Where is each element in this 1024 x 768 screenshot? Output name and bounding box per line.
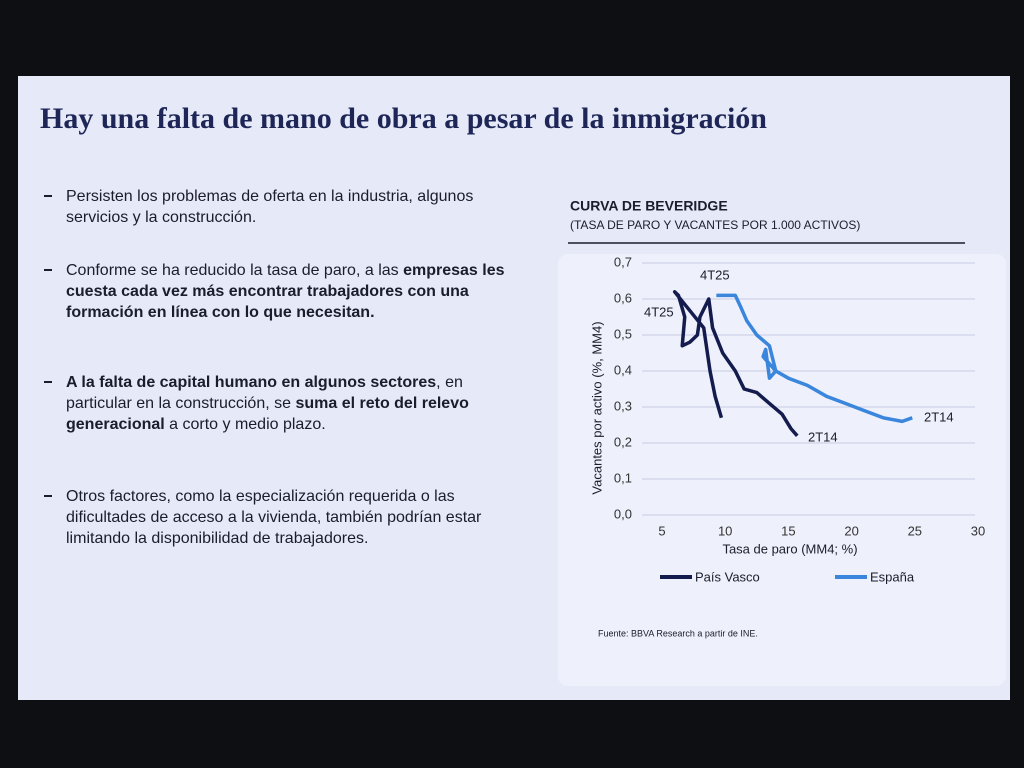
bullet: Persisten los problemas de oferta en la …: [44, 186, 506, 228]
slide-title: Hay una falta de mano de obra a pesar de…: [40, 102, 767, 135]
y-tick-label: 0,4: [614, 362, 632, 377]
x-tick-label: 20: [844, 523, 858, 538]
x-axis-label: Tasa de paro (MM4; %): [722, 541, 857, 556]
x-tick-label: 15: [781, 523, 795, 538]
bullet-text: empresas les cuesta cada vez más encontr…: [66, 262, 505, 321]
y-tick-label: 0,7: [614, 254, 632, 269]
legend-label: País Vasco: [695, 569, 760, 584]
bullet-text: A la falta de capital humano en algunos …: [66, 374, 437, 391]
slide: Hay una falta de mano de obra a pesar de…: [18, 76, 1010, 700]
y-tick-label: 0,5: [614, 326, 632, 341]
y-axis-label: Vacantes por activo (%, MM4): [589, 321, 604, 494]
y-tick-label: 0,6: [614, 290, 632, 305]
y-tick-label: 0,2: [614, 434, 632, 449]
chart-subtitle: (TASA DE PARO Y VACANTES POR 1.000 ACTIV…: [570, 218, 860, 232]
y-tick-label: 0,3: [614, 398, 632, 413]
bullet: A la falta de capital humano en algunos …: [44, 372, 506, 435]
bullet-text: Otros factores, como la especialización …: [66, 488, 482, 547]
bullet-text: Conforme se ha reducido la tasa de paro,…: [66, 262, 404, 279]
series-line: [716, 293, 913, 424]
y-tick-label: 0,0: [614, 506, 632, 521]
point-label: 2T14: [808, 429, 838, 444]
point-label: 4T25: [700, 267, 730, 282]
chart-title: CURVA DE BEVERIDGE: [570, 198, 728, 214]
bullet-text: suma el reto del relevo generacional: [66, 395, 469, 433]
point-label: 2T14: [924, 409, 954, 424]
x-tick-label: 30: [971, 523, 985, 538]
source-note: Fuente: BBVA Research a partir de INE.: [598, 628, 758, 638]
x-tick-label: 10: [718, 523, 732, 538]
y-tick-label: 0,1: [614, 470, 632, 485]
bullet-text: , en particular en la construcción, se: [66, 374, 463, 412]
legend-label: España: [870, 569, 915, 584]
bullet-text: Persisten los problemas de oferta en la …: [66, 188, 474, 226]
bullet: Conforme se ha reducido la tasa de paro,…: [44, 260, 506, 323]
x-tick-label: 25: [908, 523, 922, 538]
bullet-text: a corto y medio plazo.: [164, 416, 326, 433]
series-line: [672, 290, 799, 437]
x-tick-label: 5: [658, 523, 665, 538]
point-label: 4T25: [644, 304, 674, 319]
bullet: Otros factores, como la especialización …: [44, 486, 506, 549]
chart-panel: [558, 254, 1006, 686]
